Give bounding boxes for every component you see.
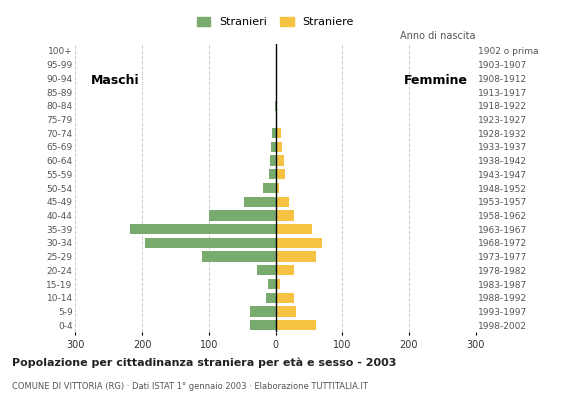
Bar xyxy=(202,252,276,262)
Bar xyxy=(276,183,279,193)
Bar xyxy=(276,224,312,234)
Bar xyxy=(276,156,284,166)
Text: Popolazione per cittadinanza straniera per età e sesso - 2003: Popolazione per cittadinanza straniera p… xyxy=(12,358,396,368)
Bar xyxy=(272,128,276,138)
Bar xyxy=(250,306,276,316)
Bar xyxy=(276,210,294,220)
Bar xyxy=(244,196,276,207)
Bar xyxy=(270,169,275,180)
Bar xyxy=(268,279,276,289)
Bar xyxy=(276,169,285,180)
Bar xyxy=(130,224,276,234)
Text: Maschi: Maschi xyxy=(91,74,140,87)
Bar xyxy=(276,252,316,262)
Bar xyxy=(266,292,276,303)
Bar xyxy=(276,306,295,316)
Bar xyxy=(271,142,276,152)
Bar xyxy=(276,196,289,207)
Bar xyxy=(276,142,282,152)
Text: Anno di nascita: Anno di nascita xyxy=(400,31,476,41)
Text: Femmine: Femmine xyxy=(404,74,467,87)
Bar xyxy=(257,265,276,276)
Bar xyxy=(146,238,276,248)
Bar xyxy=(276,128,281,138)
Legend: Stranieri, Straniere: Stranieri, Straniere xyxy=(193,12,358,32)
Bar xyxy=(276,265,294,276)
Bar xyxy=(276,279,280,289)
Bar xyxy=(250,320,276,330)
Bar xyxy=(209,210,276,220)
Text: COMUNE DI VITTORIA (RG) · Dati ISTAT 1° gennaio 2003 · Elaborazione TUTTITALIA.I: COMUNE DI VITTORIA (RG) · Dati ISTAT 1° … xyxy=(12,382,368,391)
Bar xyxy=(276,320,316,330)
Bar xyxy=(276,238,322,248)
Bar xyxy=(276,292,294,303)
Bar xyxy=(263,183,276,193)
Bar xyxy=(270,156,276,166)
